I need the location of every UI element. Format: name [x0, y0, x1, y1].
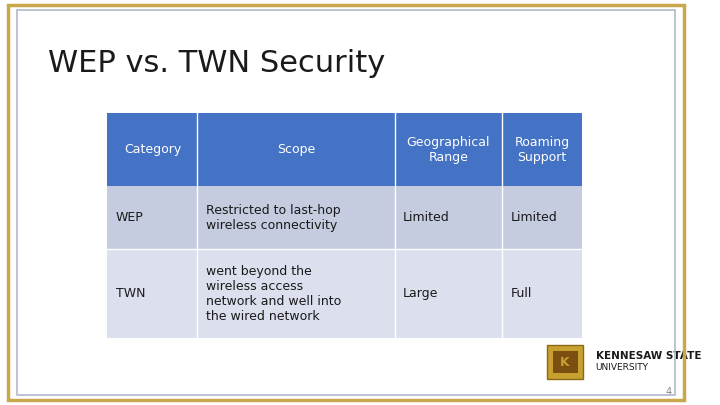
FancyBboxPatch shape [395, 186, 502, 249]
Text: Limited: Limited [510, 211, 557, 224]
FancyBboxPatch shape [502, 249, 582, 338]
FancyBboxPatch shape [547, 345, 583, 379]
Text: 4: 4 [666, 387, 672, 397]
FancyBboxPatch shape [554, 351, 577, 373]
FancyBboxPatch shape [107, 113, 197, 186]
Text: Full: Full [510, 287, 532, 300]
Text: KENNESAW STATE: KENNESAW STATE [595, 351, 701, 360]
Text: Large: Large [403, 287, 438, 300]
Text: WEP: WEP [116, 211, 143, 224]
Text: Limited: Limited [403, 211, 450, 224]
FancyBboxPatch shape [395, 249, 502, 338]
Text: WEP vs. TWN Security: WEP vs. TWN Security [48, 49, 386, 78]
Text: Category: Category [124, 143, 181, 156]
Text: Roaming
Support: Roaming Support [514, 136, 570, 164]
Text: K: K [560, 356, 570, 369]
FancyBboxPatch shape [197, 249, 395, 338]
FancyBboxPatch shape [107, 186, 197, 249]
Text: went beyond the
wireless access
network and well into
the wired network: went beyond the wireless access network … [206, 264, 341, 323]
FancyBboxPatch shape [197, 113, 395, 186]
Text: Restricted to last-hop
wireless connectivity: Restricted to last-hop wireless connecti… [206, 204, 341, 232]
Text: UNIVERSITY: UNIVERSITY [595, 363, 649, 372]
FancyBboxPatch shape [107, 249, 197, 338]
FancyBboxPatch shape [502, 113, 582, 186]
FancyBboxPatch shape [197, 186, 395, 249]
Text: Geographical
Range: Geographical Range [407, 136, 490, 164]
Text: Scope: Scope [277, 143, 315, 156]
FancyBboxPatch shape [395, 113, 502, 186]
Text: TWN: TWN [116, 287, 145, 300]
FancyBboxPatch shape [502, 186, 582, 249]
